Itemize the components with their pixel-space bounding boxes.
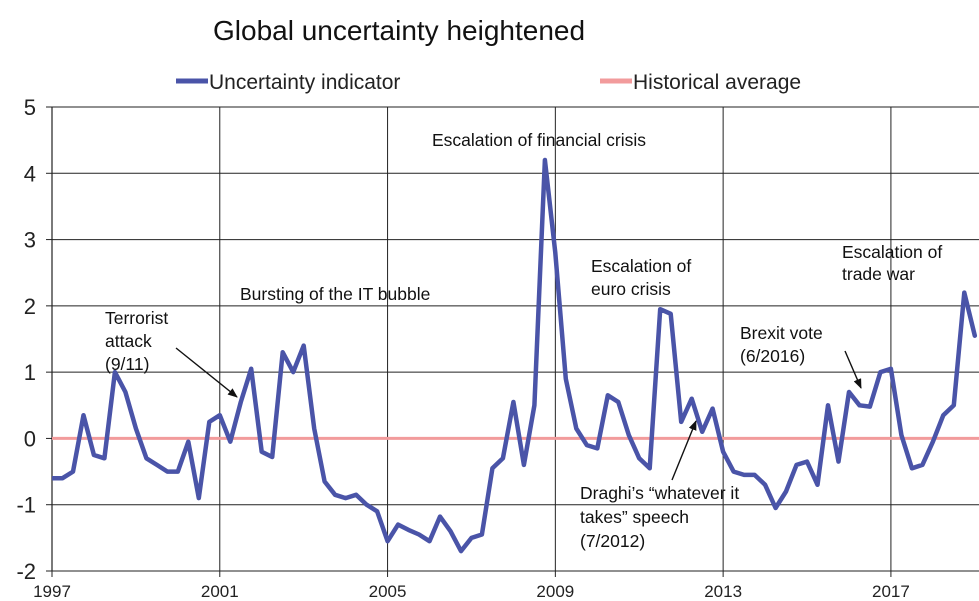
annotation-draghi: Draghi’s “whatever it takes” speech (7/2… — [580, 483, 744, 551]
x-tick-label: 2001 — [201, 582, 239, 601]
grid — [46, 106, 979, 577]
legend-label-uncertainty: Uncertainty indicator — [209, 71, 400, 94]
annotation-arrow-terrorist — [175, 347, 238, 398]
x-tick-label: 2009 — [536, 582, 574, 601]
annotation-terrorist: Terrorist attack (9/11) — [105, 308, 173, 374]
series-line-uncertainty — [52, 157, 978, 554]
annotation-financial-crisis: Escalation of financial crisis — [432, 130, 646, 150]
y-tick-label: 5 — [24, 95, 36, 120]
annotation-brexit: Brexit vote (6/2016) — [740, 323, 828, 366]
x-tick-label: 2013 — [704, 582, 742, 601]
annotations: Terrorist attack (9/11) Bursting of the … — [105, 130, 947, 551]
y-tick-label: -1 — [16, 493, 36, 518]
y-axis: 5 4 3 2 1 0 -1 -2 — [16, 95, 36, 584]
x-axis: 1997 2001 2005 2009 2013 2017 — [33, 582, 910, 601]
y-tick-label: 0 — [24, 426, 36, 451]
y-tick-label: 4 — [24, 161, 36, 186]
x-tick-label: 2017 — [872, 582, 910, 601]
annotation-arrow-draghi — [671, 420, 697, 481]
legend-label-average: Historical average — [633, 71, 801, 94]
y-tick-label: -2 — [16, 559, 36, 584]
x-tick-label: 2005 — [369, 582, 407, 601]
y-tick-label: 3 — [24, 228, 36, 253]
annotation-trade-war: Escalation of trade war — [842, 242, 947, 284]
annotation-euro-crisis: Escalation of euro crisis — [591, 256, 696, 299]
x-tick-label: 1997 — [33, 582, 71, 601]
annotation-it-bubble: Bursting of the IT bubble — [240, 284, 430, 304]
chart-title: Global uncertainty heightened — [213, 15, 585, 46]
series — [52, 157, 979, 554]
y-tick-label: 1 — [24, 360, 36, 385]
y-tick-label: 2 — [24, 294, 36, 319]
annotation-arrow-brexit — [844, 350, 862, 389]
legend: Uncertainty indicator Historical average — [176, 71, 801, 94]
